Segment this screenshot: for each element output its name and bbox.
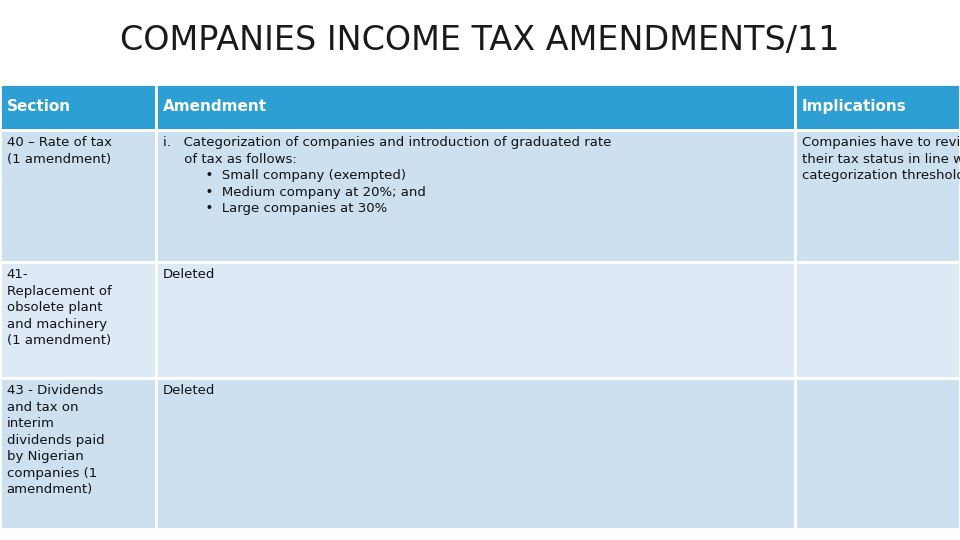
Bar xyxy=(795,262,960,378)
Bar xyxy=(0,84,156,130)
Text: Amendment: Amendment xyxy=(163,99,267,114)
Text: Section: Section xyxy=(7,99,71,114)
Bar xyxy=(156,378,795,529)
Bar xyxy=(0,130,156,262)
Text: Companies have to review
their tax status in line with the
categorization thresh: Companies have to review their tax statu… xyxy=(802,136,960,182)
Bar xyxy=(795,378,960,529)
Text: 43 - Dividends
and tax on
interim
dividends paid
by Nigerian
companies (1
amendm: 43 - Dividends and tax on interim divide… xyxy=(7,384,105,496)
Text: Implications: Implications xyxy=(802,99,906,114)
Bar xyxy=(0,262,156,378)
Text: 41-
Replacement of
obsolete plant
and machinery
(1 amendment): 41- Replacement of obsolete plant and ma… xyxy=(7,268,111,347)
Bar xyxy=(156,262,795,378)
Bar xyxy=(156,130,795,262)
Bar xyxy=(795,130,960,262)
Bar xyxy=(795,84,960,130)
Bar xyxy=(0,378,156,529)
Text: Deleted: Deleted xyxy=(163,384,216,397)
Text: COMPANIES INCOME TAX AMENDMENTS/11: COMPANIES INCOME TAX AMENDMENTS/11 xyxy=(120,24,840,57)
Text: i.   Categorization of companies and introduction of graduated rate
     of tax : i. Categorization of companies and intro… xyxy=(163,136,612,215)
Bar xyxy=(156,84,795,130)
Text: 40 – Rate of tax
(1 amendment): 40 – Rate of tax (1 amendment) xyxy=(7,136,111,166)
Text: Deleted: Deleted xyxy=(163,268,216,281)
